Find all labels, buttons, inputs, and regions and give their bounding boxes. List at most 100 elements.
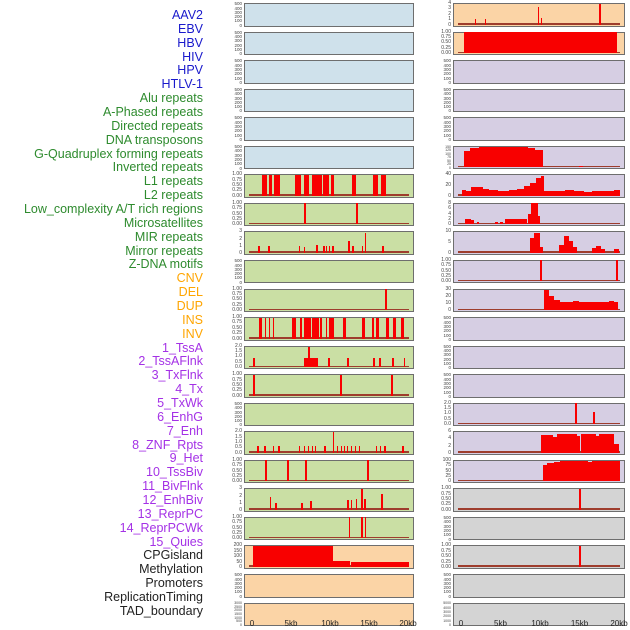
y-axis-tick-label: 0 <box>239 79 242 85</box>
signal-bar <box>373 357 376 368</box>
signal-bar <box>529 182 537 196</box>
signal-bar <box>287 460 290 482</box>
signal-bar <box>364 517 367 539</box>
track-plot <box>453 602 625 627</box>
signal-bar <box>332 432 335 453</box>
feature-label: 7_Enh <box>166 423 203 438</box>
signal-bar <box>320 317 322 339</box>
y-axis-tick-label: 500 <box>234 400 242 406</box>
y-axis-tick-label: 400 <box>234 5 242 11</box>
signal-bar <box>312 317 319 339</box>
y-axis-tick-label: 0.25 <box>232 215 242 222</box>
y-axis-tick-label: 0.00 <box>232 192 242 199</box>
signal-bar <box>608 300 615 310</box>
y-axis-tick-label: 2 <box>448 215 451 222</box>
signal-bar <box>329 317 335 339</box>
signal-bar <box>308 346 311 368</box>
track-plot <box>244 288 414 312</box>
y-axis-tick-label: 400 <box>234 119 242 125</box>
zero-baseline <box>249 508 409 510</box>
y-axis-tick-label: 0.50 <box>441 39 451 46</box>
feature-label: 6_EnhG <box>157 409 203 424</box>
signal-bar <box>362 317 366 339</box>
y-axis-tick-label: 100 <box>443 75 451 81</box>
y-axis-tick-label: 4 <box>448 210 451 217</box>
y-axis-tick-label: 0.25 <box>232 530 242 537</box>
signal-bar <box>352 245 354 253</box>
signal-bar <box>350 446 353 453</box>
track-plot <box>453 145 625 170</box>
signal-bar <box>540 246 543 253</box>
y-axis-tick-label: 200 <box>443 356 451 362</box>
y-axis-tick-label: 1.00 <box>232 171 242 178</box>
y-axis-tick-label: 400 <box>234 405 242 411</box>
signal-bar <box>327 357 330 368</box>
signal-bar <box>348 517 351 539</box>
y-axis-tick-label: 0.50 <box>232 381 242 388</box>
signal-bar <box>391 357 394 368</box>
y-axis-tick-label: 0.25 <box>232 301 242 308</box>
signal-bar <box>354 446 357 453</box>
y-axis-tick-label: 3000 <box>443 609 451 614</box>
y-axis-tick-label: 200 <box>443 99 451 105</box>
y-axis-tick-label: 0.75 <box>232 462 242 469</box>
signal-bar <box>253 545 333 567</box>
track-plot <box>244 3 414 27</box>
signal-bar <box>531 203 538 225</box>
y-axis-tick-label: 100 <box>234 18 242 24</box>
signal-bar <box>268 317 271 339</box>
zero-baseline <box>458 508 620 510</box>
signal-bar <box>559 244 564 253</box>
y-axis-tick-label: 0.25 <box>232 330 242 337</box>
signal-bar <box>264 446 266 453</box>
track-plot <box>453 431 625 455</box>
signal-bar <box>307 446 310 453</box>
signal-bar <box>303 203 307 225</box>
y-axis-tick-label: 0 <box>449 622 451 627</box>
y-axis-tick-label: 2 <box>448 10 451 17</box>
track-plot <box>244 516 414 541</box>
feature-label: 15_Quies <box>149 534 203 549</box>
y-axis-tick-label: 0.25 <box>441 273 451 280</box>
y-axis-tick-label: 0 <box>239 506 242 513</box>
y-axis-tick-label: 300 <box>443 523 451 529</box>
y-axis-tick-label: 4000 <box>443 605 451 610</box>
track-plot <box>453 202 625 227</box>
signal-bar <box>553 461 560 482</box>
signal-bar <box>355 203 359 225</box>
feature-label: 9_Het <box>169 451 203 466</box>
y-axis-tick-label: 300 <box>443 95 451 101</box>
track-plot <box>244 174 414 198</box>
signal-bar <box>304 446 306 453</box>
y-axis-tick-label: 500 <box>234 144 242 149</box>
y-axis-tick-label: 0 <box>448 249 451 256</box>
feature-label: CPGisland <box>143 548 203 563</box>
y-axis-tick-label: 0.75 <box>232 205 242 212</box>
y-axis-tick-label: 300 <box>234 9 242 15</box>
y-axis-tick-label: 3000 <box>234 601 242 606</box>
signal-bar <box>556 433 577 453</box>
signal-bar <box>559 460 589 482</box>
signal-bar <box>347 357 350 368</box>
signal-bar <box>527 213 532 225</box>
y-axis-tick-label: 200 <box>443 385 451 391</box>
y-axis-tick-label: 4 <box>448 435 451 442</box>
y-axis-tick-label: 300 <box>443 323 451 329</box>
signal-bar <box>352 174 356 196</box>
y-axis-tick-label: 400 <box>234 62 242 68</box>
feature-label: CNV <box>176 271 203 286</box>
y-axis-tick-label: 2 <box>448 442 451 449</box>
signal-bar <box>346 500 349 510</box>
y-axis-tick-label: 0.75 <box>232 319 242 326</box>
y-axis-tick-label: 100 <box>443 589 451 595</box>
track-plot <box>453 231 625 255</box>
signal-bar <box>340 374 343 396</box>
y-axis-tick-label: 400 <box>443 62 451 68</box>
signal-bar <box>272 446 275 453</box>
y-axis-tick-label: 100 <box>443 389 451 395</box>
x-axis-tick-label: 10kb <box>531 619 549 628</box>
y-axis-tick-label: 400 <box>443 119 451 125</box>
y-axis-tick-label: 0.00 <box>232 392 242 399</box>
feature-label: Alu repeats <box>139 91 203 106</box>
y-axis-tick-label: 100 <box>234 418 242 424</box>
